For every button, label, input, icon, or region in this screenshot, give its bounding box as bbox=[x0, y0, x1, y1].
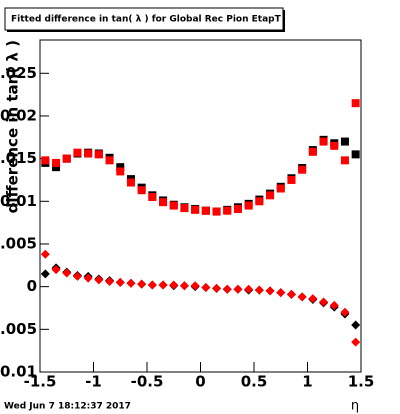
point bbox=[179, 281, 189, 291]
x-tick-label: 0 bbox=[195, 373, 205, 391]
point bbox=[330, 141, 339, 150]
chart-title: Fitted difference in tan( λ ) for Global… bbox=[11, 15, 282, 25]
point bbox=[51, 265, 61, 275]
point bbox=[62, 268, 72, 278]
point bbox=[116, 163, 125, 172]
point bbox=[340, 137, 349, 146]
point bbox=[319, 297, 329, 307]
point bbox=[287, 175, 296, 184]
point bbox=[116, 167, 125, 176]
point bbox=[329, 300, 339, 310]
y-tick-label: 0.005 bbox=[0, 234, 37, 252]
title-box bbox=[4, 7, 284, 31]
point bbox=[159, 198, 168, 207]
point bbox=[52, 163, 61, 172]
point bbox=[41, 156, 50, 165]
point bbox=[105, 277, 115, 287]
point bbox=[40, 269, 50, 279]
y-tick-label: -0.005 bbox=[0, 320, 37, 338]
point bbox=[94, 150, 103, 159]
point bbox=[244, 284, 254, 294]
point bbox=[83, 273, 93, 283]
point bbox=[137, 186, 146, 195]
point bbox=[201, 283, 211, 293]
point bbox=[340, 307, 350, 317]
point bbox=[351, 337, 361, 347]
x-axis-title: η bbox=[351, 399, 359, 414]
y-tick-label: -0.01 bbox=[0, 363, 37, 381]
point bbox=[255, 197, 264, 206]
x-tick-label: -0.5 bbox=[131, 373, 164, 391]
timestamp: Wed Jun 7 18:12:37 2017 bbox=[4, 402, 131, 412]
point bbox=[62, 154, 71, 163]
point bbox=[351, 150, 360, 159]
point bbox=[158, 280, 168, 290]
point bbox=[223, 206, 232, 215]
point bbox=[351, 320, 361, 330]
point bbox=[191, 205, 200, 214]
point bbox=[308, 294, 318, 304]
point bbox=[276, 184, 285, 193]
y-tick-label: 0.02 bbox=[0, 106, 37, 124]
point bbox=[212, 207, 221, 216]
y-tick-label: 0 bbox=[27, 277, 37, 295]
point bbox=[115, 277, 125, 287]
point bbox=[94, 275, 104, 285]
point bbox=[72, 271, 82, 281]
point bbox=[212, 283, 222, 293]
point bbox=[169, 280, 179, 290]
point bbox=[201, 206, 210, 215]
x-tick-label: -1 bbox=[85, 373, 102, 391]
y-tick-label: 0.01 bbox=[0, 192, 37, 210]
point bbox=[169, 201, 178, 210]
point bbox=[308, 147, 317, 156]
x-tick-label: -1.5 bbox=[24, 373, 57, 391]
point bbox=[222, 284, 232, 294]
point bbox=[265, 286, 275, 296]
point bbox=[298, 165, 307, 174]
point bbox=[233, 204, 242, 213]
point bbox=[73, 148, 82, 157]
x-tick-label: 1 bbox=[302, 373, 312, 391]
point bbox=[266, 191, 275, 200]
point bbox=[244, 201, 253, 210]
y-tick-label: 0.015 bbox=[0, 149, 37, 167]
point bbox=[137, 279, 147, 289]
point bbox=[319, 137, 328, 146]
point bbox=[105, 156, 114, 165]
point bbox=[126, 178, 135, 187]
point bbox=[276, 288, 286, 298]
point bbox=[84, 149, 93, 158]
x-tick-label: 0.5 bbox=[241, 373, 268, 391]
y-tick-label: 0.025 bbox=[0, 64, 37, 82]
point bbox=[126, 278, 136, 288]
point bbox=[190, 281, 200, 291]
point bbox=[340, 156, 349, 165]
point bbox=[233, 284, 243, 294]
point bbox=[40, 249, 50, 259]
point bbox=[148, 193, 157, 202]
point bbox=[254, 285, 264, 295]
point bbox=[351, 99, 360, 108]
y-axis-title: difference in tan( λ ) bbox=[4, 40, 22, 213]
point bbox=[297, 292, 307, 302]
point bbox=[286, 289, 296, 299]
point bbox=[52, 158, 61, 167]
x-tick-label: 1.5 bbox=[348, 373, 375, 391]
point bbox=[147, 280, 157, 290]
point bbox=[180, 204, 189, 213]
